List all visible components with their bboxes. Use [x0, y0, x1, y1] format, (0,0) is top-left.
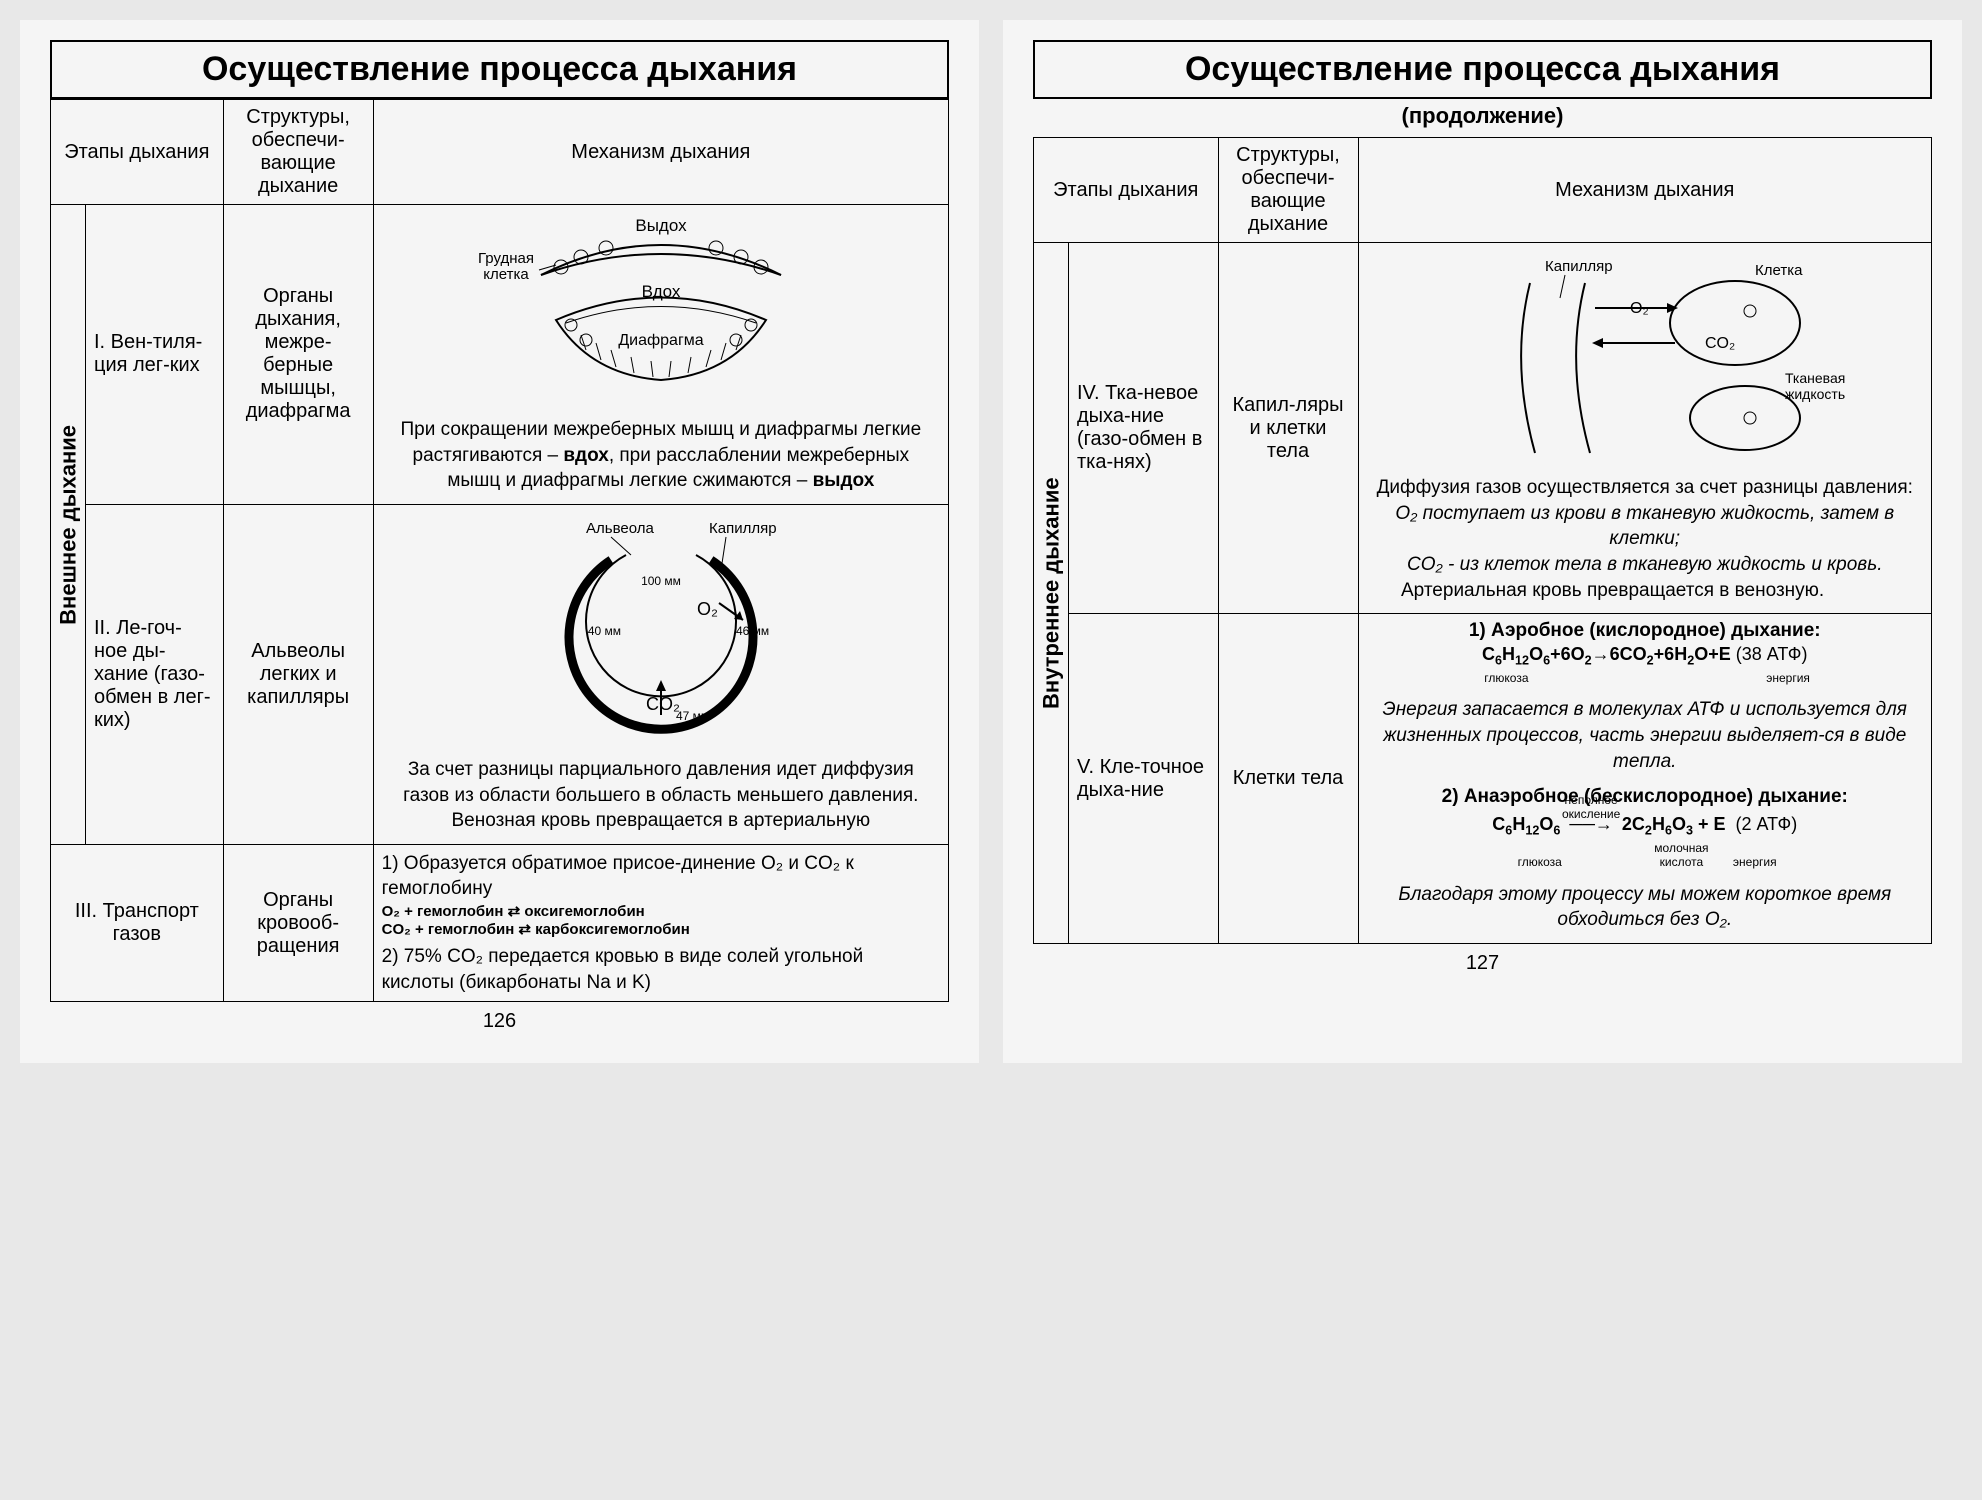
aerobic-annot: глюкоза энергия	[1367, 671, 1924, 685]
title-box-left: Осуществление процесса дыхания	[50, 40, 949, 99]
mech-4-text: Диффузия газов осуществляется за счет ра…	[1367, 471, 1924, 607]
label-kletka: Клетка	[1755, 262, 1803, 279]
right-page: Осуществление процесса дыхания (продолже…	[1003, 20, 1962, 1063]
ventilation-diagram: Выдох Грудная клетка Вдох	[471, 215, 851, 405]
mech-4: Капилляр Клетка Тканевая жидкость	[1358, 243, 1932, 614]
mech-2: Альвеола Капилляр 100 мм O₂ 40 мм 46 мм	[373, 504, 948, 844]
struct-2: Альвеолы легких и капилляры	[223, 504, 373, 844]
svg-text:O₂: O₂	[697, 599, 718, 619]
struct-5: Клетки тела	[1218, 614, 1358, 944]
title-box-right: Осуществление процесса дыхания	[1033, 40, 1932, 99]
svg-text:100 мм: 100 мм	[641, 574, 681, 588]
label-tkanevaya: Тканевая	[1785, 370, 1845, 386]
svg-text:47 мм: 47 мм	[676, 709, 709, 723]
mech-3: 1) Образуется обратимое присое-динение O…	[373, 844, 948, 1002]
anaerobic-formula: C6H12O6 неполноеокисление ──→ 2C2H6O3 + …	[1367, 814, 1924, 839]
left-page: Осуществление процесса дыхания Этапы дых…	[20, 20, 979, 1063]
label-diafragma: Диафрагма	[618, 332, 703, 349]
mech-5: 1) Аэробное (кислородное) дыхание: C6H12…	[1358, 614, 1932, 944]
subtitle-right: (продолжение)	[1033, 99, 1932, 137]
page-number-right: 127	[1033, 952, 1932, 975]
title-left: Осуществление процесса дыхания	[64, 50, 935, 89]
mech-1-text: При сокращении межреберных мышц и диафра…	[382, 413, 940, 498]
struct-4: Капил-ляры и клетки тела	[1218, 243, 1358, 614]
stage-5: V. Кле-точное дыха-ние	[1069, 614, 1219, 944]
svg-text:CO₂: CO₂	[1705, 335, 1735, 352]
svg-text:CO₂: CO₂	[646, 694, 680, 714]
header-mech-r: Механизм дыхания	[1358, 138, 1932, 243]
page-spread: Осуществление процесса дыхания Этапы дых…	[20, 20, 1962, 1063]
table-left: Этапы дыхания Структуры, обеспечи-вающие…	[50, 99, 949, 1002]
mech-1: Выдох Грудная клетка Вдох	[373, 205, 948, 505]
anaerobic-title: 2) Анаэробное (бескислородное) дыхание:	[1367, 786, 1924, 808]
label-kapillyar-r: Капилляр	[1545, 258, 1613, 275]
aerobic-text: Энергия запасается в молекулах АТФ и исп…	[1367, 693, 1924, 778]
header-stage-r: Этапы дыхания	[1034, 138, 1219, 243]
page-number-left: 126	[50, 1010, 949, 1033]
table-right: Этапы дыхания Структуры, обеспечи-вающие…	[1033, 137, 1932, 944]
stage-1: I. Вен-тиля-ция лег-ких	[86, 205, 224, 505]
group-label-external: Внешнее дыхание	[51, 205, 86, 845]
stage-4: IV. Тка-невое дыха-ние (газо-обмен в тка…	[1069, 243, 1219, 614]
stage-3: III. Транспорт газов	[51, 844, 224, 1002]
formula-oxyhb: O₂ + гемоглобин ⇄ оксигемоглобин	[382, 902, 940, 920]
anaerobic-text: Благодаря этому процессу мы можем коротк…	[1367, 878, 1924, 937]
header-stage: Этапы дыхания	[51, 100, 224, 205]
label-grudnaya: Грудная	[478, 250, 534, 267]
header-struct: Структуры, обеспечи-вающие дыхание	[223, 100, 373, 205]
svg-text:жидкость: жидкость	[1785, 386, 1845, 402]
stage-2: II. Ле-гоч-ное ды-хание (газо-обмен в ле…	[86, 504, 224, 844]
anaerobic-annot: глюкоза молочная кислота энергия	[1367, 841, 1924, 870]
header-struct-r: Структуры, обеспечи-вающие дыхание	[1218, 138, 1358, 243]
struct-1: Органы дыхания, межре-берные мышцы, диаф…	[223, 205, 373, 505]
alveolus-diagram: Альвеола Капилляр 100 мм O₂ 40 мм 46 мм	[471, 515, 851, 745]
title-right: Осуществление процесса дыхания	[1047, 50, 1918, 89]
label-vydokh: Выдох	[635, 216, 687, 235]
label-alveola: Альвеола	[586, 520, 654, 537]
struct-3: Органы кровооб-ращения	[223, 844, 373, 1002]
tissue-diagram: Капилляр Клетка Тканевая жидкость	[1435, 253, 1855, 463]
formula-carboxyhb: CO₂ + гемоглобин ⇄ карбоксигемоглобин	[382, 920, 940, 938]
mech-2-text: За счет разницы парциального давления ид…	[382, 753, 940, 838]
label-kapillyar2: Капилляр	[709, 520, 777, 537]
svg-text:40 мм: 40 мм	[588, 624, 621, 638]
aerobic-title: 1) Аэробное (кислородное) дыхание:	[1367, 620, 1924, 642]
aerobic-formula: C6H12O6+6O2→6CO2+6H2O+E (38 АТФ)	[1367, 644, 1924, 669]
group-label-internal: Внутреннее дыхание	[1034, 243, 1069, 944]
svg-text:клетка: клетка	[483, 266, 529, 283]
header-mech: Механизм дыхания	[373, 100, 948, 205]
svg-text:46 мм: 46 мм	[736, 624, 769, 638]
